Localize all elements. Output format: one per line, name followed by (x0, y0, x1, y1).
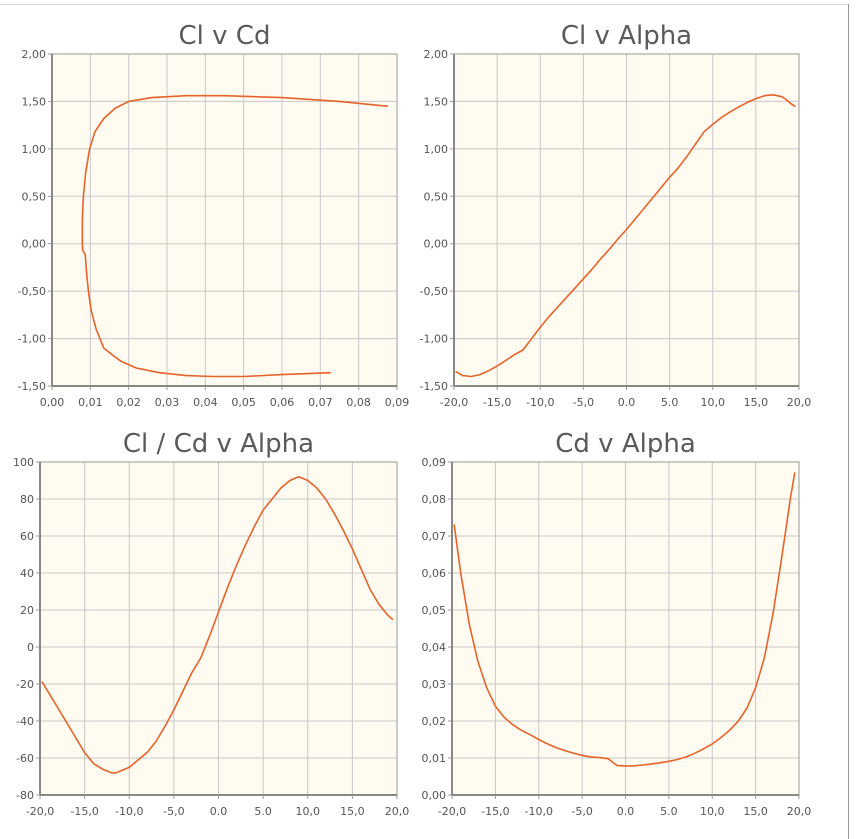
cl-v-alpha-title: Cl v Alpha (561, 21, 692, 51)
cl-cd-v-alpha-x-tick-label: -20,0 (26, 805, 54, 818)
cl-v-alpha-x-tick-label: 5.0 (661, 396, 679, 409)
cl-cd-v-alpha-x-tick-label: 0.0 (210, 805, 228, 818)
cl-v-alpha-y-tick-label: -0,50 (420, 285, 448, 298)
cl-cd-v-alpha-x-tick-label: 15,0 (340, 805, 365, 818)
cl-v-cd-x-tick-label: 0,01 (78, 396, 103, 409)
cl-v-alpha-x-tick-label: -10,0 (526, 396, 554, 409)
cl-v-alpha-x-tick-label: 10,0 (701, 396, 726, 409)
cd-v-alpha-y-tick-label: 0,07 (422, 530, 447, 543)
cl-cd-v-alpha-y-tick-label: 20 (20, 604, 34, 617)
cl-v-alpha-chart: Cl v Alpha -20,0 -15,0 -10,0 -5,0 0.0 5.0 10,0 1… (420, 21, 812, 409)
cd-v-alpha-x-tick-label: 0.0 (617, 805, 635, 818)
cl-v-cd-chart: Cl v Cd 0,00 0,01 0,02 0,03 0,04 0,05 0,06 0,07 0… (18, 21, 410, 409)
cl-cd-v-alpha-y-tick-label: 0 (27, 641, 34, 654)
cd-v-alpha-y-tick-label: 0,09 (422, 456, 447, 469)
cl-v-cd-y-tick-label: 0,50 (22, 190, 47, 203)
cd-v-alpha-x-tick-label: 20,0 (787, 805, 812, 818)
cl-cd-v-alpha-x-tick-label: -5,0 (163, 805, 184, 818)
cl-v-alpha-y-tick-label: 2,00 (424, 48, 449, 61)
cl-cd-v-alpha-y-tick-label: 100 (13, 456, 34, 469)
cl-v-cd-y-tick-label: -1,00 (18, 333, 46, 346)
cd-v-alpha-chart: Cd v Alpha -20,0 -15,0 -10,0 -5,0 0.0 5.0 10,0 1… (422, 429, 812, 818)
cd-v-alpha-y-tick-label: 0,04 (422, 641, 447, 654)
cl-v-cd-y-tick-label: 2,00 (22, 48, 47, 61)
cl-v-cd-plot-area (52, 54, 397, 386)
cl-cd-v-alpha-x-tick-label: -15,0 (70, 805, 98, 818)
cd-v-alpha-x-tick-label: 5.0 (660, 805, 678, 818)
cl-v-alpha-y-tick-label: 1,00 (424, 143, 449, 156)
cl-cd-v-alpha-y-tick-label: -80 (16, 789, 34, 802)
cl-v-alpha-x-tick-label: 0.0 (618, 396, 636, 409)
cl-cd-v-alpha-x-tick-label: 10,0 (296, 805, 321, 818)
cl-v-cd-x-tick-label: 0,08 (346, 396, 371, 409)
cd-v-alpha-x-tick-label: 10,0 (700, 805, 725, 818)
cd-v-alpha-title: Cd v Alpha (555, 429, 696, 459)
cl-cd-v-alpha-x-tick-label: -10,0 (115, 805, 143, 818)
cl-cd-v-alpha-y-tick-label: 80 (20, 493, 34, 506)
cd-v-alpha-y-tick-label: 0,06 (422, 567, 447, 580)
cl-v-cd-x-tick-label: 0,04 (193, 396, 218, 409)
cl-cd-v-alpha-y-tick-label: -40 (16, 715, 34, 728)
cl-v-alpha-x-tick-label: -20,0 (440, 396, 468, 409)
cl-v-cd-title: Cl v Cd (179, 21, 271, 51)
cl-v-alpha-y-tick-label: 0,00 (424, 238, 449, 251)
cd-v-alpha-x-tick-label: -5,0 (571, 805, 592, 818)
cl-v-cd-y-tick-label: 0,00 (22, 238, 47, 251)
cl-v-cd-y-tick-label: 1,00 (22, 143, 47, 156)
cl-v-cd-y-tick-label: 1,50 (22, 95, 47, 108)
cd-v-alpha-y-tick-label: 0,02 (422, 715, 447, 728)
cd-v-alpha-y-tick-label: 0,05 (422, 604, 447, 617)
cl-cd-v-alpha-y-tick-label: 40 (20, 567, 34, 580)
cl-v-cd-x-tick-label: 0,05 (231, 396, 256, 409)
cl-v-alpha-y-tick-label: 0,50 (424, 190, 449, 203)
cd-v-alpha-x-tick-label: -20,0 (438, 805, 466, 818)
cl-v-alpha-x-tick-label: 15,0 (744, 396, 769, 409)
cl-v-cd-y-tick-label: -0,50 (18, 285, 46, 298)
cl-cd-v-alpha-y-tick-label: -60 (16, 752, 34, 765)
cd-v-alpha-y-tick-label: 0,08 (422, 493, 447, 506)
cl-v-alpha-x-tick-label: -15,0 (483, 396, 511, 409)
cd-v-alpha-y-tick-label: 0,00 (422, 789, 447, 802)
cd-v-alpha-x-tick-label: -15,0 (481, 805, 509, 818)
cl-v-cd-x-tick-label: 0,00 (40, 396, 65, 409)
cd-v-alpha-x-tick-label: 15,0 (743, 805, 768, 818)
cl-v-cd-x-tick-label: 0,03 (155, 396, 180, 409)
cd-v-alpha-y-tick-label: 0,01 (422, 752, 447, 765)
cl-v-alpha-x-tick-label: -5,0 (573, 396, 594, 409)
cl-cd-v-alpha-title: Cl / Cd v Alpha (123, 429, 314, 459)
cd-v-alpha-y-tick-label: 0,03 (422, 678, 447, 691)
cl-v-alpha-y-tick-label: -1,50 (420, 380, 448, 393)
cl-v-cd-x-tick-label: 0,02 (116, 396, 141, 409)
cl-v-alpha-y-tick-label: 1,50 (424, 95, 449, 108)
cl-v-cd-x-tick-label: 0,06 (270, 396, 295, 409)
cl-v-alpha-x-tick-label: 20,0 (787, 396, 812, 409)
cl-v-cd-y-tick-label: -1,50 (18, 380, 46, 393)
cl-cd-v-alpha-y-tick-label: -20 (16, 678, 34, 691)
cl-cd-v-alpha-chart: Cl / Cd v Alpha -20,0 -15,0 -10,0 -5,0 0.0 5.0… (13, 429, 409, 818)
cl-cd-v-alpha-x-tick-label: 5.0 (254, 805, 272, 818)
cl-cd-v-alpha-y-tick-label: 60 (20, 530, 34, 543)
cl-v-cd-x-tick-label: 0,07 (308, 396, 333, 409)
cl-v-alpha-y-tick-label: -1,00 (420, 333, 448, 346)
cl-v-cd-x-tick-label: 0,09 (385, 396, 410, 409)
cd-v-alpha-x-tick-label: -10,0 (525, 805, 553, 818)
cl-cd-v-alpha-x-tick-label: 20,0 (385, 805, 410, 818)
